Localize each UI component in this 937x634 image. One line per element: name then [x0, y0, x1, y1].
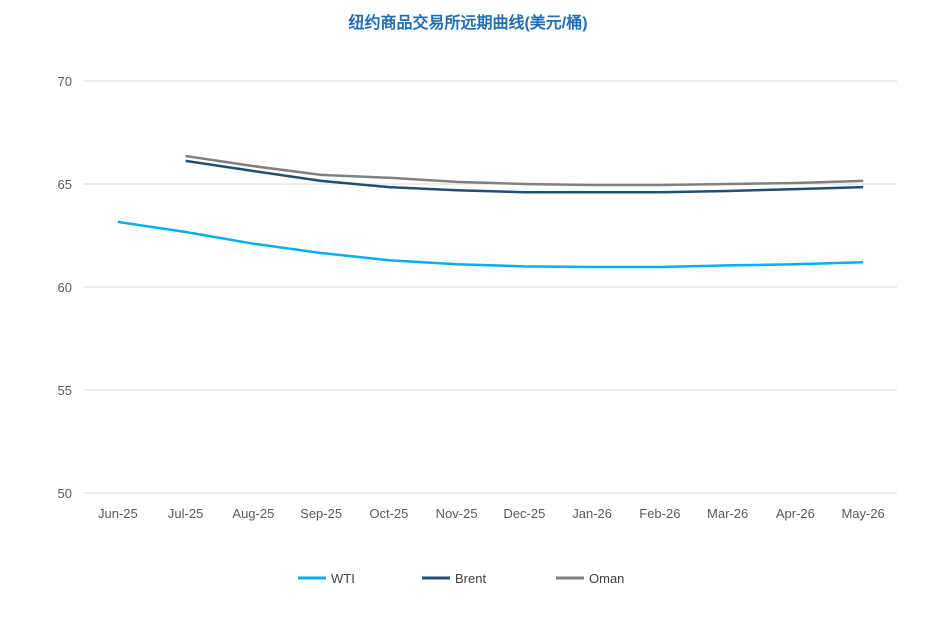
x-tick-label: Jul-25: [168, 506, 203, 521]
y-tick-label: 55: [58, 383, 72, 398]
chart-title: 纽约商品交易所远期曲线(美元/桶): [348, 13, 587, 32]
x-tick-label: Aug-25: [232, 506, 274, 521]
x-tick-label: Apr-26: [776, 506, 815, 521]
y-tick-label: 65: [58, 177, 72, 192]
series-line-brent: [185, 159, 864, 194]
x-tick-label: Nov-25: [436, 506, 478, 521]
series-line-oman: [185, 154, 864, 187]
x-tick-label: Sep-25: [300, 506, 342, 521]
x-tick-label: Jun-25: [98, 506, 138, 521]
y-tick-label: 50: [58, 486, 72, 501]
legend-label-wti: WTI: [331, 571, 355, 586]
x-tick-label: Mar-26: [707, 506, 748, 521]
x-tick-label: Feb-26: [639, 506, 680, 521]
legend-label-brent: Brent: [455, 571, 486, 586]
y-tick-label: 60: [58, 280, 72, 295]
x-tick-label: Dec-25: [503, 506, 545, 521]
legend-label-oman: Oman: [589, 571, 624, 586]
y-tick-label: 70: [58, 74, 72, 89]
series-line-wti: [117, 220, 864, 269]
x-tick-label: Jan-26: [572, 506, 612, 521]
x-tick-label: May-26: [841, 506, 884, 521]
x-tick-label: Oct-25: [369, 506, 408, 521]
